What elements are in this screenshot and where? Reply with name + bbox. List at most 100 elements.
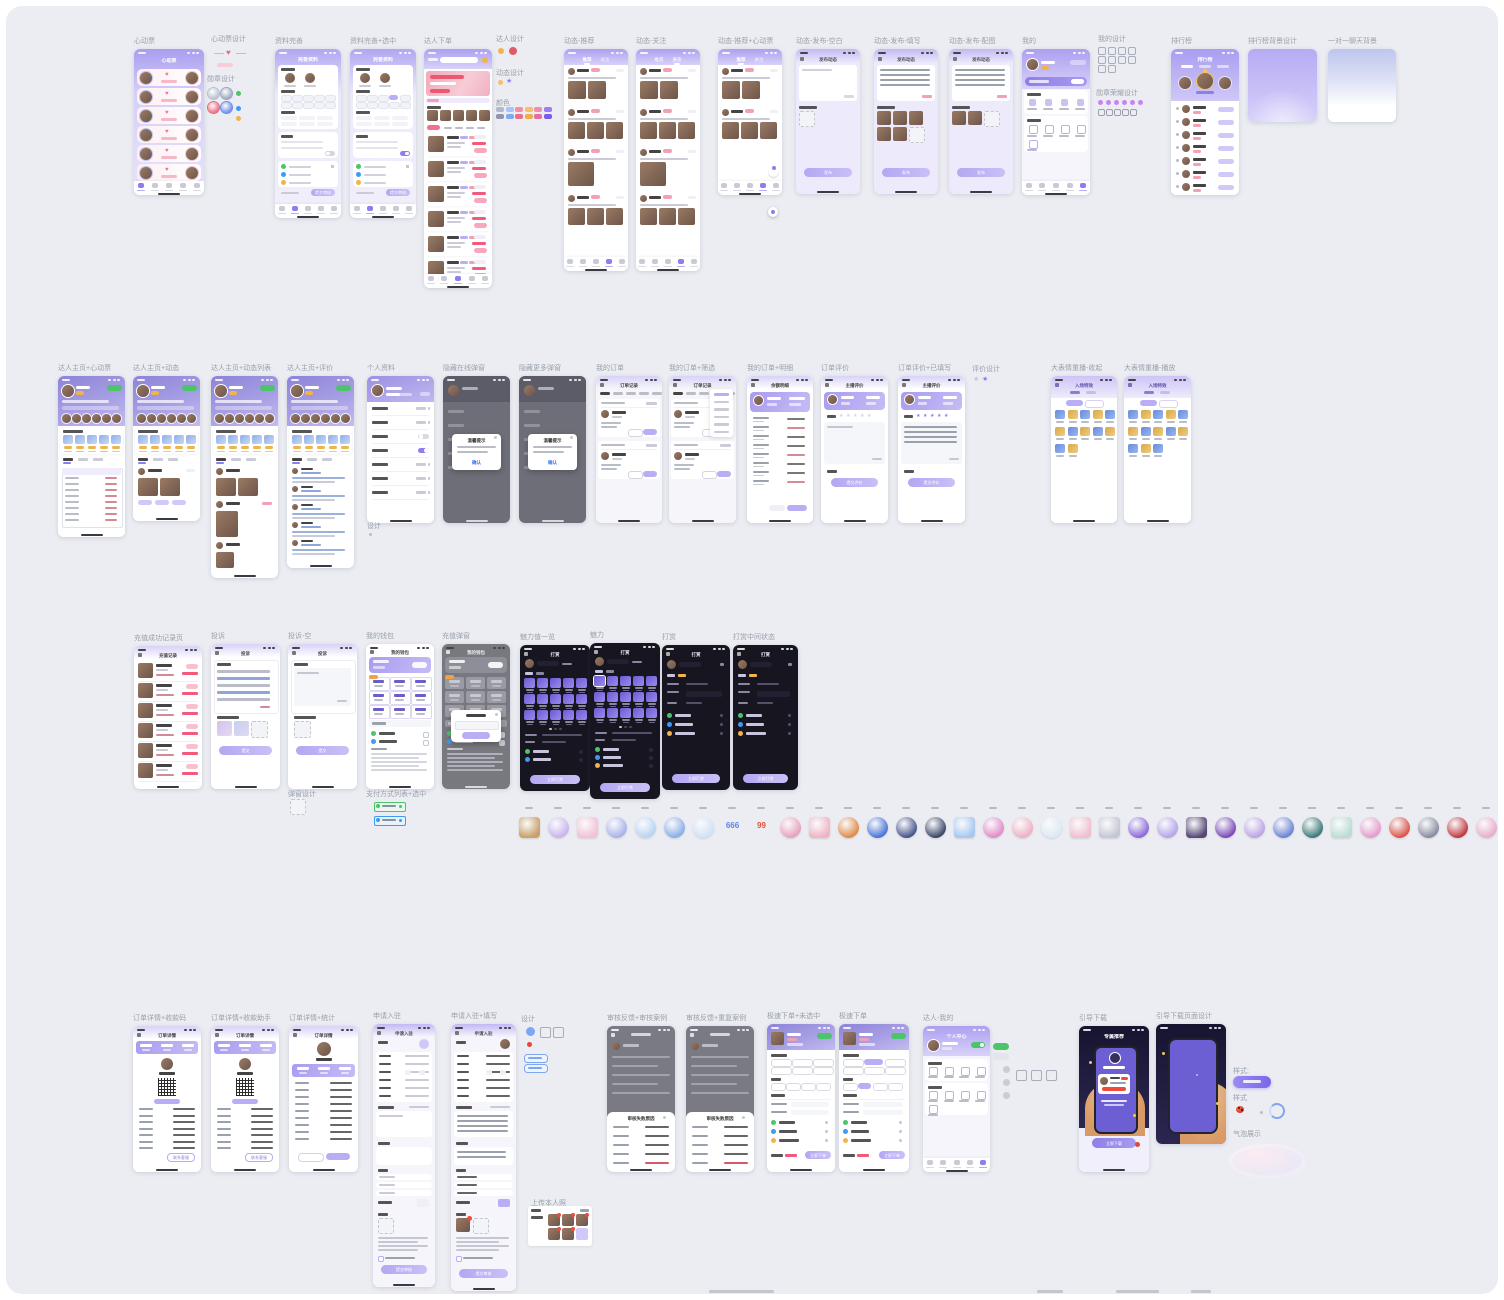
gift-icon[interactable] (1244, 817, 1265, 838)
modal-confirm[interactable]: 确认 (472, 460, 481, 465)
primary-button[interactable] (600, 783, 650, 792)
mockup-frame[interactable]: 订单记录 (596, 376, 662, 523)
gift-icon[interactable] (577, 817, 598, 838)
gift-icon[interactable] (1070, 817, 1091, 838)
dot-icon[interactable] (1260, 1111, 1263, 1114)
color-chip[interactable] (515, 114, 523, 119)
mockup-frame[interactable]: 订单详情 联系客服 (211, 1026, 279, 1172)
mockup-frame[interactable] (1248, 49, 1317, 122)
star-icon[interactable]: ★ (846, 412, 851, 419)
color-chip[interactable] (543, 114, 552, 119)
primary-button[interactable] (296, 746, 349, 755)
mockup-frame[interactable]: 余额明细 (747, 376, 813, 523)
mockup-frame[interactable]: 打赏 立即打赏 (733, 645, 798, 790)
follow-button[interactable] (336, 385, 351, 391)
star-icon[interactable]: ★ (937, 412, 942, 419)
star-icon[interactable]: ★ (506, 78, 513, 85)
mockup-frame[interactable]: 打赏 立即打赏 (590, 643, 660, 799)
icon-square[interactable] (553, 1027, 564, 1038)
follow-button[interactable] (260, 385, 275, 391)
icon-square[interactable] (1016, 1070, 1027, 1081)
bubble-shape[interactable] (1229, 1144, 1305, 1178)
mockup-frame[interactable]: 温馨提示 确认 (519, 376, 586, 523)
color-chip[interactable] (515, 107, 523, 112)
primary-button[interactable] (831, 478, 878, 487)
mockup-frame[interactable] (1156, 1024, 1226, 1144)
color-chip[interactable] (505, 107, 514, 112)
gift-icon[interactable] (693, 817, 714, 838)
icon-square[interactable] (1031, 1070, 1042, 1081)
gift-icon[interactable] (1099, 817, 1120, 838)
mockup-frame[interactable]: 我的钱包 (442, 644, 510, 789)
star-icon[interactable]: ★ (982, 376, 989, 383)
mockup-frame[interactable]: 心动票 ♥ ♥ ♥ ♥ ♥ ♥ (134, 49, 204, 195)
mockup-frame[interactable]: 专属推荐 立即下载 (1079, 1026, 1149, 1172)
gift-icon[interactable]: 666 (725, 821, 740, 830)
mockup-frame[interactable]: 完善资料 提交审核 (350, 49, 416, 218)
gift-icon[interactable] (983, 817, 1004, 838)
mockup-frame[interactable]: 订单详情 联系客服 (133, 1026, 201, 1172)
gift-icon[interactable] (1273, 817, 1294, 838)
gift-icon[interactable] (1012, 817, 1033, 838)
mockup-frame[interactable]: 投诉 提交 (211, 644, 280, 789)
follow-button[interactable] (891, 1033, 906, 1039)
gift-icon[interactable] (606, 817, 627, 838)
gift-icon[interactable] (809, 817, 830, 838)
medal-icon[interactable] (208, 88, 219, 99)
star-icon[interactable]: ★ (839, 412, 844, 419)
gift-icon[interactable]: 99 (757, 821, 766, 830)
mockup-frame[interactable]: 充值记录 (134, 646, 202, 789)
toggle-chip[interactable] (993, 1043, 1009, 1050)
mockup-frame[interactable]: 审核失败原因 (607, 1026, 675, 1172)
color-chip[interactable] (524, 107, 533, 112)
mockup-frame[interactable]: 入场特效 (1124, 376, 1191, 523)
mockup-frame[interactable] (287, 376, 354, 568)
gift-icon[interactable] (1186, 817, 1207, 838)
contact-button[interactable]: 联系客服 (167, 1153, 195, 1162)
primary-button[interactable] (311, 189, 335, 196)
dot-icon[interactable] (1003, 1066, 1010, 1073)
gift-icon[interactable] (1389, 817, 1410, 838)
mockup-frame[interactable]: 主播评价 ★ ★ ★ ★ ★ 提交评价 (821, 376, 888, 523)
gift-icon[interactable] (635, 817, 656, 838)
dot-icon[interactable] (527, 1042, 532, 1047)
gift-icon[interactable] (1128, 817, 1149, 838)
primary-button[interactable] (530, 775, 580, 784)
gift-icon[interactable] (867, 817, 888, 838)
star-icon[interactable]: ★ (923, 412, 928, 419)
gift-icon[interactable] (1447, 817, 1468, 838)
mockup-frame[interactable]: 排行榜 (1171, 49, 1239, 195)
primary-button[interactable] (219, 746, 272, 755)
color-chip[interactable] (524, 114, 533, 119)
gift-icon[interactable] (1331, 817, 1352, 838)
follow-button[interactable] (107, 385, 122, 391)
star-icon[interactable]: ★ (930, 412, 935, 419)
mockup-frame[interactable]: 入场特效 (1051, 376, 1117, 523)
gift-icon[interactable] (519, 817, 540, 838)
compose-fab[interactable] (769, 168, 778, 177)
color-chip[interactable] (534, 114, 542, 119)
gift-icon[interactable] (1041, 817, 1062, 838)
primary-button[interactable] (386, 189, 410, 196)
gift-icon[interactable] (1360, 817, 1381, 838)
pill-outline[interactable] (524, 1054, 548, 1063)
icon-square[interactable] (540, 1027, 551, 1038)
mockup-frame[interactable] (424, 49, 492, 288)
color-chip[interactable] (543, 107, 552, 112)
star-icon[interactable]: ★ (867, 412, 872, 419)
gift-icon[interactable] (925, 817, 946, 838)
mockup-frame[interactable]: 订单记录 (669, 376, 736, 523)
mockup-frame[interactable]: 主播评价 ★ ★ ★ ★ ★ 提交评价 (898, 376, 965, 523)
mockup-frame[interactable]: 推荐 关注 (564, 49, 628, 271)
color-chip[interactable] (496, 114, 504, 119)
mockup-frame[interactable] (1328, 49, 1396, 122)
mockup-frame[interactable] (58, 376, 125, 537)
mockup-frame[interactable]: 我的钱包 (366, 644, 434, 789)
gift-icon[interactable] (1418, 817, 1439, 838)
mockup-frame[interactable]: 订单详情 (289, 1026, 358, 1172)
ladybug-icon[interactable] (1236, 1106, 1244, 1113)
primary-button[interactable] (459, 1269, 508, 1278)
pay-chip[interactable] (374, 816, 406, 826)
mockup-frame[interactable]: 立即下单 (839, 1024, 909, 1172)
mockup-frame[interactable] (367, 376, 434, 523)
